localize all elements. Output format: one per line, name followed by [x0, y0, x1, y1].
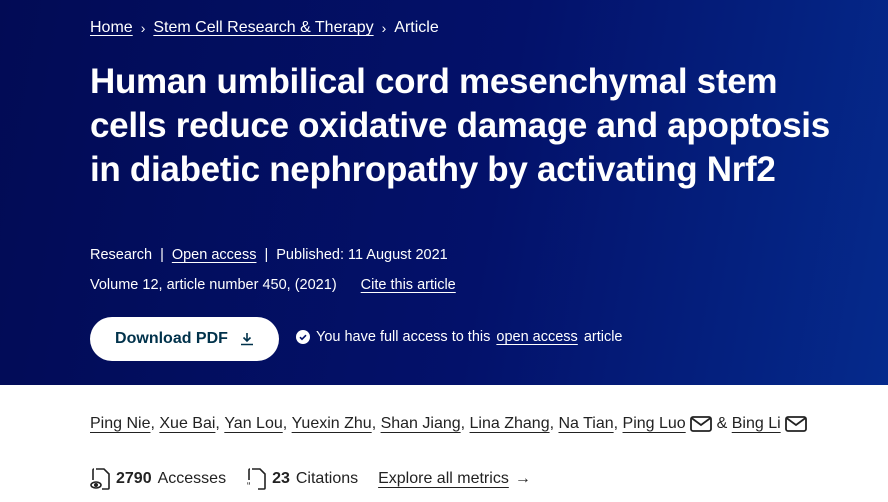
- author-link[interactable]: Xue Bai: [159, 415, 216, 432]
- divider: |: [264, 247, 269, 263]
- arrow-right-icon: →: [514, 470, 531, 487]
- access-text-suffix: article: [583, 329, 623, 345]
- breadcrumb-current: Article: [394, 19, 439, 36]
- author-link[interactable]: Na Tian: [558, 415, 614, 432]
- volume-info: Volume 12, article number 450, (2021): [90, 277, 337, 293]
- accesses-label: Accesses: [157, 470, 227, 487]
- access-note: You have full access to this open access…: [296, 329, 623, 345]
- email-icon[interactable]: [785, 416, 807, 432]
- check-circle-icon: [296, 330, 310, 344]
- download-icon: [240, 333, 253, 346]
- ampersand: &: [716, 415, 728, 432]
- article-type: Research: [90, 247, 153, 263]
- article-citation: Volume 12, article number 450, (2021) Ci…: [90, 277, 456, 293]
- author-link[interactable]: Lina Zhang: [469, 415, 550, 432]
- author-link[interactable]: Ping Nie: [90, 415, 151, 432]
- author-link[interactable]: Yuexin Zhu: [291, 415, 372, 432]
- citations-label: Citations: [295, 470, 359, 487]
- open-access-link[interactable]: Open access: [171, 247, 257, 263]
- breadcrumb-home[interactable]: Home: [90, 19, 133, 36]
- cite-article-link[interactable]: Cite this article: [360, 277, 456, 293]
- access-text: You have full access to this: [316, 329, 491, 345]
- article-header: Home › Stem Cell Research & Therapy › Ar…: [0, 0, 888, 385]
- breadcrumb: Home › Stem Cell Research & Therapy › Ar…: [90, 19, 439, 37]
- published-date: Published: 11 August 2021: [276, 247, 448, 263]
- download-pdf-label: Download PDF: [115, 330, 228, 347]
- open-access-info-link[interactable]: open access: [496, 329, 578, 345]
- citations-count: 23: [272, 470, 290, 487]
- divider: |: [160, 247, 164, 263]
- page-title: Human umbilical cord mesenchymal stem ce…: [90, 62, 830, 189]
- email-icon[interactable]: [690, 416, 713, 432]
- author-list: Ping Nie, Xue Bai, Yan Lou, Yuexin Zhu, …: [90, 415, 807, 433]
- svg-text:“: “: [247, 481, 250, 490]
- chevron-right-icon: ›: [381, 20, 387, 36]
- author-link[interactable]: Bing Li: [731, 415, 781, 432]
- author-link[interactable]: Ping Luo: [622, 415, 686, 432]
- article-metrics: 2790 Accesses “ 23 Citations Explore all…: [90, 468, 531, 490]
- breadcrumb-journal[interactable]: Stem Cell Research & Therapy: [153, 19, 374, 36]
- article-meta: Research | Open access | Published: 11 Aug…: [90, 247, 448, 263]
- author-link[interactable]: Yan Lou: [224, 415, 283, 432]
- download-pdf-button[interactable]: Download PDF: [90, 317, 279, 361]
- citation-document-icon: “: [247, 468, 266, 490]
- explore-metrics-link[interactable]: Explore all metrics: [378, 470, 509, 487]
- eye-document-icon: [90, 468, 110, 490]
- chevron-right-icon: ›: [140, 20, 146, 36]
- author-link[interactable]: Shan Jiang: [380, 415, 461, 432]
- accesses-count: 2790: [116, 470, 152, 487]
